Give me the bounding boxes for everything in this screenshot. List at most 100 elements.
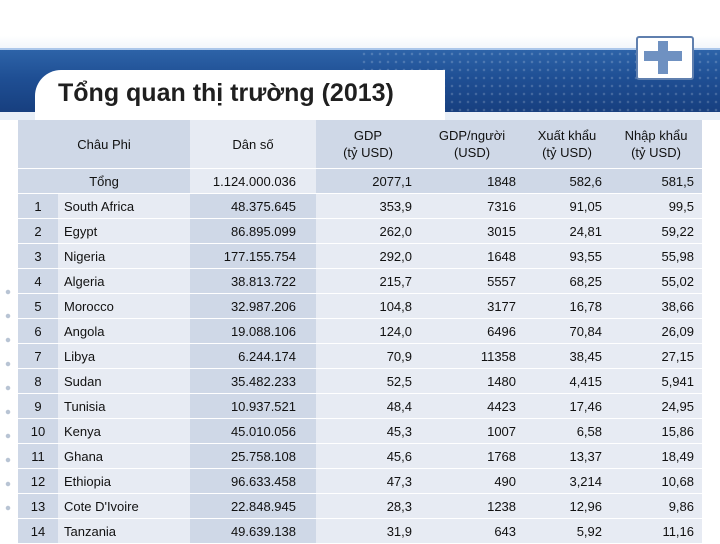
row-population: 25.758.108 bbox=[190, 443, 317, 469]
row-gdp-per-capita: 11358 bbox=[420, 343, 525, 369]
row-rank: 5 bbox=[18, 293, 58, 319]
row-rank: 7 bbox=[18, 343, 58, 369]
row-imports: 15,86 bbox=[610, 418, 703, 444]
row-gdp: 70,9 bbox=[316, 343, 421, 369]
title-panel bbox=[35, 70, 445, 122]
header-line: (tỷ USD) bbox=[631, 145, 681, 160]
row-rank: 8 bbox=[18, 368, 58, 394]
row-country: South Africa bbox=[58, 193, 191, 219]
header-imports: Nhập khẩu (tỷ USD) bbox=[610, 120, 703, 169]
decorative-dots bbox=[2, 280, 14, 520]
row-population: 96.633.458 bbox=[190, 468, 317, 494]
row-gdp-per-capita: 6496 bbox=[420, 318, 525, 344]
row-gdp-per-capita: 3177 bbox=[420, 293, 525, 319]
header-line: GDP bbox=[353, 128, 383, 143]
row-population: 19.088.106 bbox=[190, 318, 317, 344]
total-gdp-per-capita: 1848 bbox=[420, 168, 525, 194]
row-population: 86.895.099 bbox=[190, 218, 317, 244]
row-rank: 12 bbox=[18, 468, 58, 494]
row-gdp-per-capita: 7316 bbox=[420, 193, 525, 219]
row-exports: 68,25 bbox=[524, 268, 611, 294]
row-gdp-per-capita: 1648 bbox=[420, 243, 525, 269]
header-exports: Xuất khẩu (tỷ USD) bbox=[524, 120, 611, 169]
row-population: 35.482.233 bbox=[190, 368, 317, 394]
row-rank: 10 bbox=[18, 418, 58, 444]
row-population: 45.010.056 bbox=[190, 418, 317, 444]
row-imports: 9,86 bbox=[610, 493, 703, 519]
table-row: 5 Morocco 32.987.206 104,8 3177 16,78 38,66 bbox=[18, 293, 703, 319]
row-population: 38.813.722 bbox=[190, 268, 317, 294]
row-country: Tunisia bbox=[58, 393, 191, 419]
row-rank: 6 bbox=[18, 318, 58, 344]
row-country: Egypt bbox=[58, 218, 191, 244]
header-line: Xuất khẩu bbox=[537, 128, 597, 143]
header-population-label: Dân số bbox=[232, 136, 274, 152]
row-population: 6.244.174 bbox=[190, 343, 317, 369]
row-gdp: 215,7 bbox=[316, 268, 421, 294]
row-exports: 3,214 bbox=[524, 468, 611, 494]
header-region: Châu Phi bbox=[18, 120, 191, 169]
row-imports: 55,02 bbox=[610, 268, 703, 294]
table-row: 3 Nigeria 177.155.754 292,0 1648 93,55 55,98 bbox=[18, 243, 703, 269]
row-gdp-per-capita: 4423 bbox=[420, 393, 525, 419]
header-line: GDP/người bbox=[438, 128, 506, 143]
market-table: Châu Phi Dân số GDP (tỷ USD) GDP/người (US… bbox=[18, 120, 703, 544]
header-line: (tỷ USD) bbox=[542, 145, 592, 160]
row-rank: 4 bbox=[18, 268, 58, 294]
row-gdp: 104,8 bbox=[316, 293, 421, 319]
row-rank: 1 bbox=[18, 193, 58, 219]
table-total-row: Tổng 1.124.000.036 2077,1 1848 582,6 581… bbox=[18, 168, 703, 194]
row-country: Nigeria bbox=[58, 243, 191, 269]
row-exports: 17,46 bbox=[524, 393, 611, 419]
row-rank: 9 bbox=[18, 393, 58, 419]
row-gdp: 124,0 bbox=[316, 318, 421, 344]
table-row: 7 Libya 6.244.174 70,9 11358 38,45 27,15 bbox=[18, 343, 703, 369]
row-exports: 6,58 bbox=[524, 418, 611, 444]
row-gdp-per-capita: 5557 bbox=[420, 268, 525, 294]
row-imports: 27,15 bbox=[610, 343, 703, 369]
row-exports: 91,05 bbox=[524, 193, 611, 219]
row-gdp: 262,0 bbox=[316, 218, 421, 244]
row-country: Morocco bbox=[58, 293, 191, 319]
row-gdp: 52,5 bbox=[316, 368, 421, 394]
row-gdp: 45,3 bbox=[316, 418, 421, 444]
row-exports: 16,78 bbox=[524, 293, 611, 319]
table-row: 10 Kenya 45.010.056 45,3 1007 6,58 15,86 bbox=[18, 418, 703, 444]
table-row: 11 Ghana 25.758.108 45,6 1768 13,37 18,49 bbox=[18, 443, 703, 469]
row-gdp-per-capita: 1007 bbox=[420, 418, 525, 444]
slide-title: Tổng quan thị trường (2013) bbox=[58, 79, 394, 107]
row-population: 177.155.754 bbox=[190, 243, 317, 269]
row-exports: 24,81 bbox=[524, 218, 611, 244]
header-line: (tỷ USD) bbox=[343, 145, 393, 160]
row-country: Algeria bbox=[58, 268, 191, 294]
row-imports: 24,95 bbox=[610, 393, 703, 419]
total-imports: 581,5 bbox=[610, 168, 703, 194]
row-exports: 70,84 bbox=[524, 318, 611, 344]
row-imports: 38,66 bbox=[610, 293, 703, 319]
row-country: Sudan bbox=[58, 368, 191, 394]
row-gdp: 45,6 bbox=[316, 443, 421, 469]
total-label: Tổng bbox=[18, 168, 191, 194]
header-gdp-per-capita: GDP/người (USD) bbox=[420, 120, 525, 169]
row-imports: 26,09 bbox=[610, 318, 703, 344]
table-header-row: Châu Phi Dân số GDP (tỷ USD) GDP/người (US… bbox=[18, 120, 703, 169]
row-population: 32.987.206 bbox=[190, 293, 317, 319]
row-rank: 13 bbox=[18, 493, 58, 519]
row-gdp-per-capita: 490 bbox=[420, 468, 525, 494]
table-row: 13 Cote D'Ivoire 22.848.945 28,3 1238 12,96 9,… bbox=[18, 493, 703, 519]
cross-logo-horizontal bbox=[644, 51, 682, 61]
table-row: 6 Angola 19.088.106 124,0 6496 70,84 26,09 bbox=[18, 318, 703, 344]
total-population: 1.124.000.036 bbox=[190, 168, 317, 194]
table-row: 8 Sudan 35.482.233 52,5 1480 4,415 5,941 bbox=[18, 368, 703, 394]
row-country: Libya bbox=[58, 343, 191, 369]
row-gdp: 47,3 bbox=[316, 468, 421, 494]
row-rank: 2 bbox=[18, 218, 58, 244]
row-rank: 11 bbox=[18, 443, 58, 469]
row-country: Ghana bbox=[58, 443, 191, 469]
row-country: Angola bbox=[58, 318, 191, 344]
row-country: Kenya bbox=[58, 418, 191, 444]
table-row: 9 Tunisia 10.937.521 48,4 4423 17,46 24,95 bbox=[18, 393, 703, 419]
row-imports: 99,5 bbox=[610, 193, 703, 219]
table-row: 1 South Africa 48.375.645 353,9 7316 91,05 99,… bbox=[18, 193, 703, 219]
row-imports: 10,68 bbox=[610, 468, 703, 494]
